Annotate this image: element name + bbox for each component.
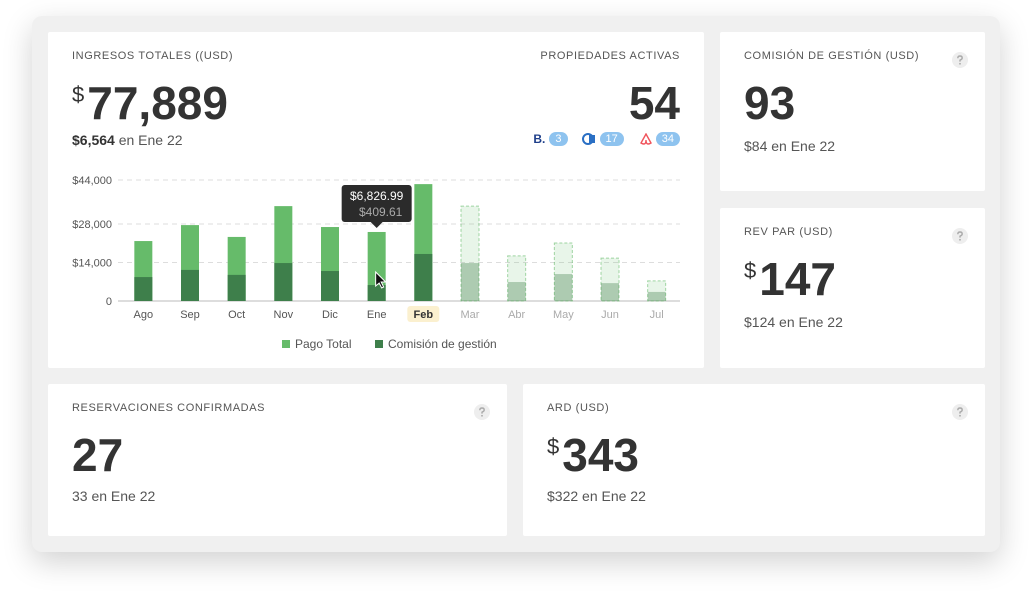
bar [460,205,480,302]
x-tick-label: Nov [274,309,294,321]
currency: $ [547,434,560,459]
highlight-bg [407,306,440,322]
channel-icon [639,133,652,145]
bar [507,255,527,302]
x-tick-label: Jul [650,309,664,321]
kpi-sub: $6,564 en Ene 22 [72,132,183,148]
kpi-value: 343 [562,429,639,481]
card-label: COMISIÓN DE GESTIÓN (USD) [744,50,920,62]
revenue-card: INGRESOS TOTALES ((USD) $77,889 $6,564 e… [48,32,704,368]
tooltip-commission: $409.61 [359,205,403,219]
x-tick-label: May [553,309,574,321]
ard-card: ARD (USD) $343 $322 en Ene 22 [523,384,985,536]
currency: $ [744,258,757,283]
y-tick-label: $44,000 [72,175,112,187]
legend-swatch [282,340,290,348]
x-tick-label: Abr [508,309,525,321]
sub-text: 33 en Ene 22 [72,488,156,504]
bar [227,274,246,301]
card-label: INGRESOS TOTALES ((USD) [72,50,234,62]
y-tick-label: $14,000 [72,258,112,270]
sub-text: en Ene 22 [779,314,843,330]
x-tick-label: Sep [180,309,200,321]
x-tick-label: Mar [461,309,480,321]
cursor [375,270,387,289]
legend-label: Comisión de gestión [388,337,497,351]
bar [647,291,666,301]
card-label: REV PAR (USD) [744,226,833,238]
tooltip-box [341,184,412,222]
bar [553,242,573,302]
bar [600,257,620,302]
kpi: $343 [547,428,639,482]
channel-icon [581,133,595,145]
channels: B. 3 17 34 [533,132,680,146]
kpi-value: 77,889 [87,77,228,129]
sub-text: $84 en Ene 22 [744,138,836,154]
bar [181,269,199,301]
channel-icon: B. [533,132,546,146]
sub-text: en Ene 22 [582,488,646,504]
bar [507,282,526,301]
tooltip: $6,826.99 $409.61 [341,184,412,228]
tooltip-pointer [370,221,383,228]
legend-label: Pago Total [295,337,352,351]
tooltip-total: $6,826.99 [350,189,404,203]
x-tick-label: Ago [134,309,154,321]
x-tick-label: Dic [322,309,338,321]
bar [321,271,339,301]
bar [134,277,153,301]
x-tick-label: Jun [601,309,619,321]
help-icon[interactable] [474,404,490,420]
revpar-card: REV PAR (USD) $147 $124 en Ene 22 [720,208,985,368]
y-tick-label: 0 [106,296,112,308]
channel-count: 3 [549,132,568,146]
card-label: ARD (USD) [547,402,610,414]
x-tick-label: Feb [414,309,434,321]
help-icon[interactable] [952,404,968,420]
card-label: PROPIEDADES ACTIVAS [540,50,680,62]
bar [601,283,619,301]
kpi: $147 [744,252,836,306]
kpi-sub: $322 en Ene 22 [547,488,646,504]
bar [647,280,667,302]
kpi-sub: $124 en Ene 22 [744,314,843,330]
reservations-card: RESERVACIONES CONFIRMADAS 27 33 en Ene 2… [48,384,507,536]
card-label: RESERVACIONES CONFIRMADAS [72,402,266,414]
sub-text: en Ene 22 [118,132,183,148]
help-icon[interactable] [952,52,968,68]
kpi-value: 93 [744,77,796,129]
legend-swatch [375,340,383,348]
bar [554,274,573,301]
help-icon[interactable] [952,228,968,244]
y-tick-label: $28,000 [72,219,112,231]
kpi-value: 147 [759,253,836,305]
chart: 0 $14,000 $28,000 $44,000 Ago Sep Oct Nov Dic Ene… [72,175,680,351]
x-tick-label: Oct [228,309,245,321]
bar [367,285,386,301]
x-tick-label: Ene [367,309,387,321]
kpi: $77,889 [72,76,228,130]
currency: $ [72,82,85,107]
sub-value: $124 [744,314,776,330]
sub-value: $322 [547,488,579,504]
bar [274,263,293,301]
sub-value: $6,564 [72,132,115,148]
channel-count: 34 [655,132,680,146]
kpi-value: 27 [72,429,124,481]
fee-card: COMISIÓN DE GESTIÓN (USD) 93 $84 en Ene … [720,32,985,191]
bar [461,263,479,301]
bar [414,253,433,301]
channel-count: 17 [599,132,624,146]
kpi-value: 54 [628,77,680,129]
